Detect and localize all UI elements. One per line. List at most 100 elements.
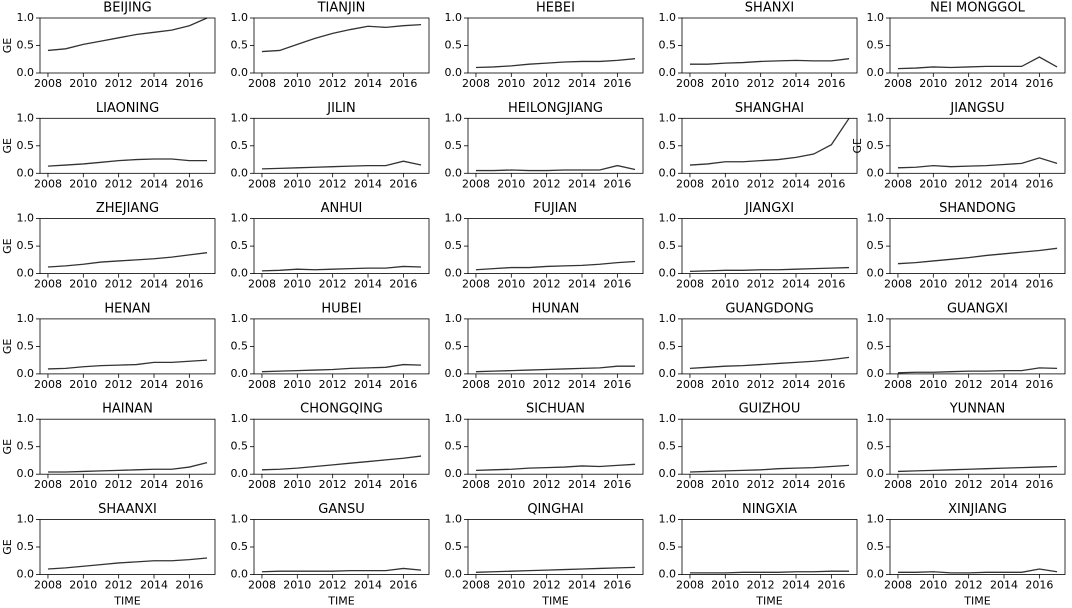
x-tick-label: 2012 <box>319 278 347 291</box>
data-line <box>475 463 636 471</box>
subplot: QINGHAI 0.0 0.5 1.0 2008 2010 2012 2014 2016 TIME <box>445 502 644 608</box>
data-line <box>689 570 850 574</box>
x-tick-label: 2012 <box>955 278 983 291</box>
y-tick-label: 1.0 <box>445 212 463 225</box>
x-tick-label: 2016 <box>1025 579 1053 592</box>
y-tick-label: 1.0 <box>231 312 249 325</box>
x-tick-label: 2008 <box>34 579 62 592</box>
x-tick-label: 2008 <box>884 278 912 291</box>
y-tick-label: 0.0 <box>867 166 885 179</box>
subplot: YUNNAN 0.0 0.5 1.0 2008 2010 2012 2014 2016 <box>867 402 1066 491</box>
data-line <box>897 247 1058 265</box>
subplot-title: JIANGSU <box>949 101 1004 116</box>
y-tick-label: 0.5 <box>231 540 249 553</box>
axes-frame <box>253 218 430 275</box>
axes-frame <box>39 17 216 74</box>
subplot: HEBEI 0.0 0.5 1.0 2008 2010 2012 2014 2016 <box>445 1 644 90</box>
data-line <box>689 356 850 370</box>
x-tick-label: 2012 <box>955 77 983 90</box>
data-line <box>261 265 422 272</box>
x-tick-label: 2012 <box>319 478 347 491</box>
data-line <box>475 566 636 573</box>
x-tick-label: 2010 <box>497 579 525 592</box>
data-line <box>261 23 422 53</box>
x-tick-label: 2014 <box>140 77 168 90</box>
x-tick-label: 2010 <box>919 278 947 291</box>
x-tick-label: 2010 <box>711 478 739 491</box>
x-tick-label: 2012 <box>105 77 133 90</box>
subplot: HENAN 0.0 0.5 1.0 2008 2010 2012 2014 2016 GE <box>1 301 216 391</box>
x-tick-label: 2012 <box>319 177 347 190</box>
data-line <box>47 252 208 268</box>
x-axis-label: TIME <box>755 595 782 608</box>
x-tick-label: 2008 <box>676 579 704 592</box>
x-tick-label: 2016 <box>603 378 631 391</box>
y-tick-label: 0.0 <box>867 267 885 280</box>
subplot-title: ZHEJIANG <box>96 201 159 216</box>
x-tick-label: 2016 <box>603 77 631 90</box>
x-tick-label: 2016 <box>175 177 203 190</box>
subplot-title: JIANGXI <box>744 201 794 216</box>
x-tick-label: 2012 <box>747 378 775 391</box>
y-tick-label: 1.0 <box>231 111 249 124</box>
axes-frame <box>39 218 216 275</box>
subplot-title: SHANGHAI <box>735 101 804 116</box>
y-tick-label: 1.0 <box>445 111 463 124</box>
data-line <box>475 58 636 69</box>
y-tick-label: 1.0 <box>659 212 677 225</box>
y-tick-label: 1.0 <box>17 111 35 124</box>
y-tick-label: 1.0 <box>445 412 463 425</box>
y-tick-label: 1.0 <box>659 412 677 425</box>
y-tick-label: 0.5 <box>445 139 463 152</box>
x-tick-label: 2014 <box>782 77 810 90</box>
y-tick-label: 0.0 <box>231 166 249 179</box>
x-tick-label: 2016 <box>175 378 203 391</box>
x-tick-label: 2008 <box>248 478 276 491</box>
x-tick-label: 2012 <box>533 378 561 391</box>
data-line <box>689 266 850 273</box>
subplot-title: SICHUAN <box>526 402 585 417</box>
y-tick-label: 0.5 <box>231 440 249 453</box>
x-tick-label: 2012 <box>955 177 983 190</box>
y-tick-label: 1.0 <box>867 513 885 526</box>
x-tick-label: 2014 <box>990 77 1018 90</box>
y-tick-label: 0.5 <box>867 239 885 252</box>
subplot: NINGXIA 0.0 0.5 1.0 2008 2010 2012 2014 2016 TIME <box>659 502 858 608</box>
x-tick-label: 2014 <box>990 278 1018 291</box>
data-line <box>475 365 636 373</box>
x-tick-label: 2016 <box>175 478 203 491</box>
axes-frame <box>467 519 644 575</box>
y-tick-label: 0.0 <box>659 568 677 581</box>
x-axis-label: TIME <box>113 595 140 608</box>
x-tick-label: 2014 <box>354 278 382 291</box>
y-tick-label: 0.5 <box>659 339 677 352</box>
x-tick-label: 2014 <box>140 378 168 391</box>
y-tick-label: 0.0 <box>867 568 885 581</box>
y-tick-label: 0.0 <box>445 367 463 380</box>
x-tick-label: 2016 <box>1025 378 1053 391</box>
x-tick-label: 2016 <box>817 278 845 291</box>
y-tick-label: 0.5 <box>659 540 677 553</box>
x-tick-label: 2012 <box>105 579 133 592</box>
x-tick-label: 2010 <box>919 378 947 391</box>
subplot: TIANJIN 0.0 0.5 1.0 2008 2010 2012 2014 2016 <box>231 1 430 90</box>
x-tick-label: 2008 <box>248 278 276 291</box>
y-tick-label: 0.0 <box>231 467 249 480</box>
x-tick-label: 2010 <box>919 177 947 190</box>
y-tick-label: 0.0 <box>659 367 677 380</box>
x-tick-label: 2012 <box>533 77 561 90</box>
data-line <box>689 464 850 473</box>
axes-frame <box>889 17 1066 74</box>
x-tick-label: 2016 <box>389 579 417 592</box>
subplot: HEILONGJIANG 0.0 0.5 1.0 2008 2010 2012 2014 201… <box>445 101 644 190</box>
subplot-title: NINGXIA <box>742 502 797 517</box>
x-tick-label: 2014 <box>990 378 1018 391</box>
data-line <box>689 58 850 65</box>
y-tick-label: 0.5 <box>659 239 677 252</box>
x-tick-label: 2014 <box>990 177 1018 190</box>
x-tick-label: 2014 <box>354 177 382 190</box>
x-tick-label: 2014 <box>782 278 810 291</box>
x-tick-label: 2016 <box>389 77 417 90</box>
y-tick-label: 0.5 <box>17 139 35 152</box>
